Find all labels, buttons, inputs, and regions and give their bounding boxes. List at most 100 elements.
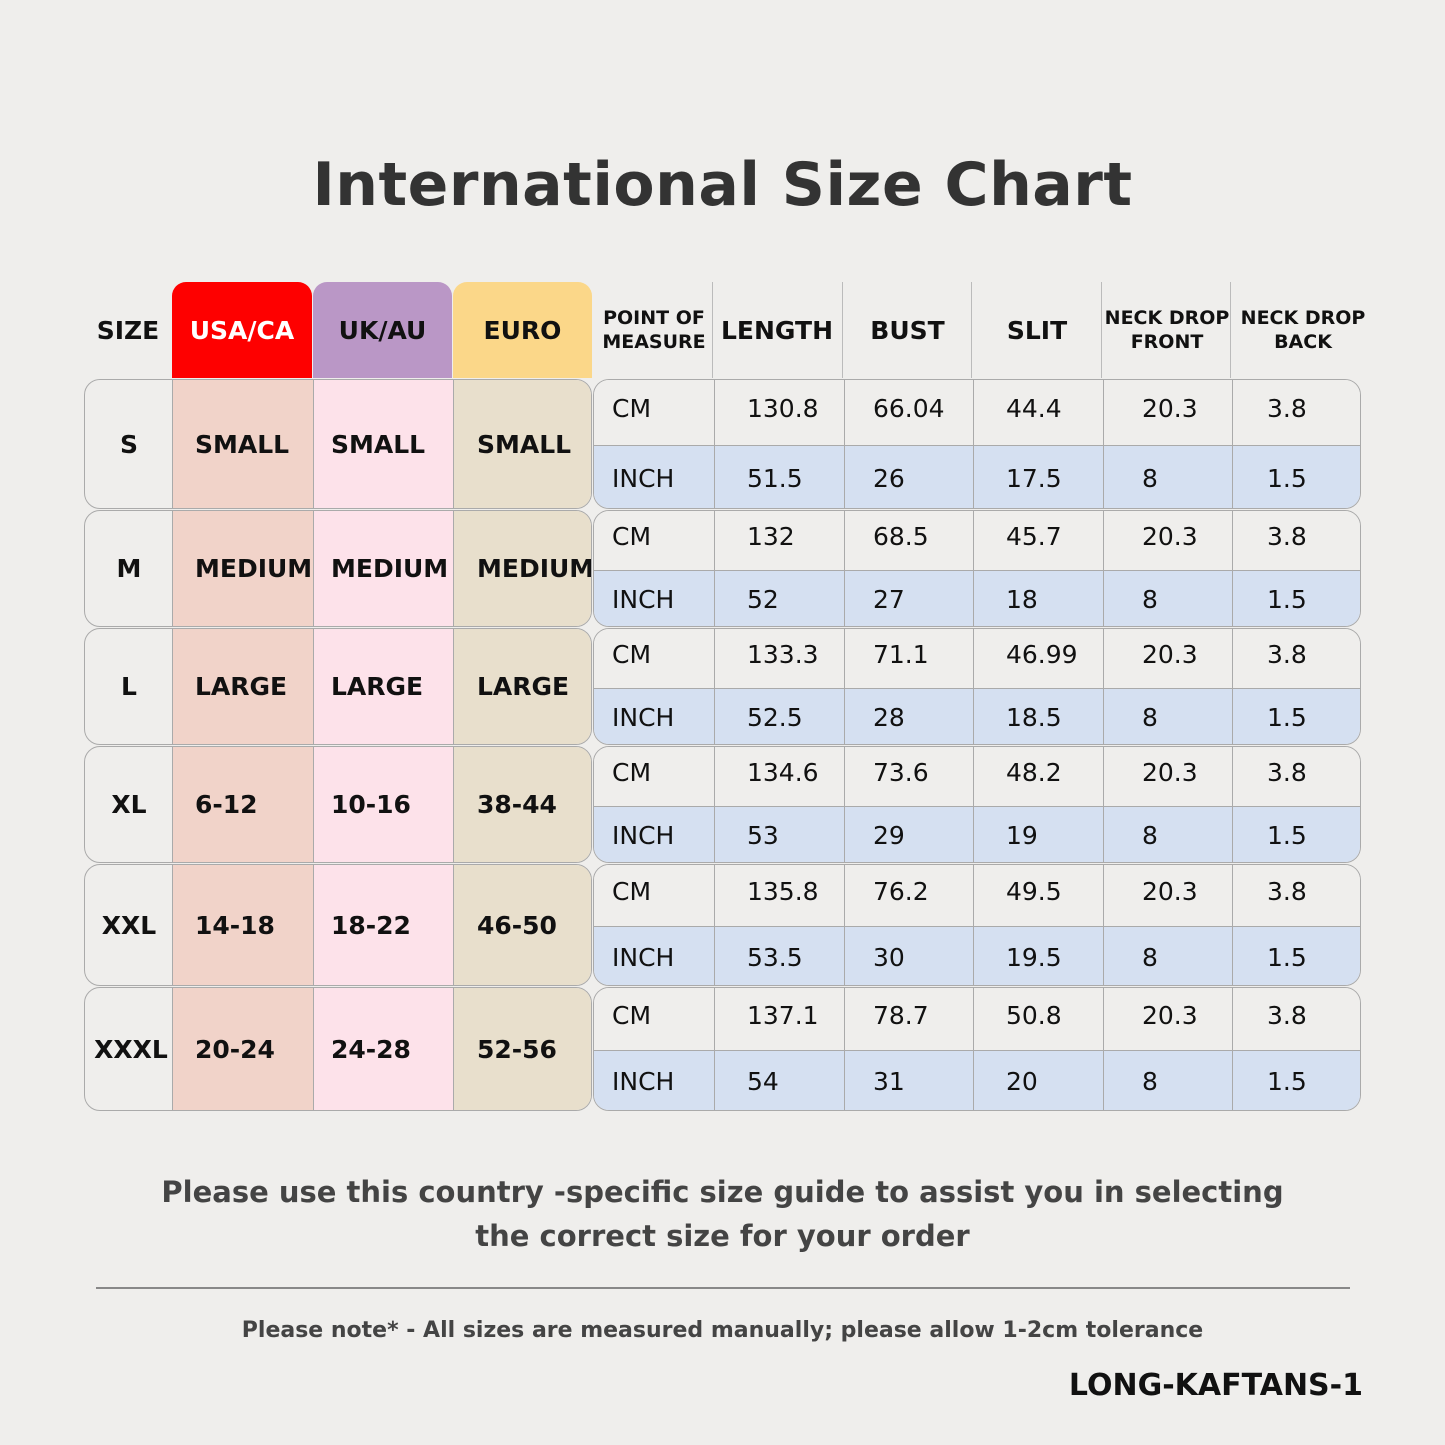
slit-value: 18.5 <box>973 689 1103 744</box>
usa-size: SMALL <box>172 380 313 508</box>
usa-size: MEDIUM <box>172 511 313 626</box>
bust-value: 26 <box>844 446 973 508</box>
unit-label: CM <box>612 1000 652 1030</box>
measure-row-m: CM 132 68.5 45.7 20.3 3.8 INCH 52 27 18 8 1.5 <box>593 510 1361 627</box>
header-neck-drop-back: NECK DROP BACK <box>1240 307 1366 353</box>
size-row-m: M MEDIUM MEDIUM MEDIUM <box>84 510 592 627</box>
neck-back-value: 3.8 <box>1232 629 1360 688</box>
slit-value: 50.8 <box>973 988 1103 1050</box>
cm-row: CM 134.6 73.6 48.2 20.3 3.8 <box>594 747 1360 806</box>
uk-size: 18-22 <box>313 865 453 985</box>
header-divider <box>971 282 972 378</box>
inch-row: INCH 53 29 19 8 1.5 <box>594 806 1360 862</box>
slit-value: 49.5 <box>973 865 1103 926</box>
slit-value: 20 <box>973 1051 1103 1110</box>
header-euro: EURO <box>453 282 592 378</box>
uk-size: 24-28 <box>313 988 453 1110</box>
neck-back-value: 1.5 <box>1232 927 1360 985</box>
header-bust: BUST <box>870 315 945 345</box>
measure-row-s: CM 130.8 66.04 44.4 20.3 3.8 INCH 51.5 26 17.5 8 1.… <box>593 379 1361 509</box>
header-divider <box>842 282 843 378</box>
neck-front-value: 8 <box>1103 689 1232 744</box>
usa-size: 14-18 <box>172 865 313 985</box>
header-length: LENGTH <box>721 315 833 345</box>
euro-size: SMALL <box>453 380 591 508</box>
cm-row: CM 130.8 66.04 44.4 20.3 3.8 <box>594 380 1360 445</box>
slit-value: 48.2 <box>973 747 1103 806</box>
length-value: 54 <box>714 1051 844 1110</box>
unit-label: INCH <box>612 463 675 493</box>
length-value: 133.3 <box>714 629 844 688</box>
header-uk: UK/AU <box>313 282 452 378</box>
neck-front-value: 20.3 <box>1103 380 1232 445</box>
cm-row: CM 132 68.5 45.7 20.3 3.8 <box>594 511 1360 570</box>
size-row-xxxl: XXXL 20-24 24-28 52-56 <box>84 987 592 1111</box>
bust-value: 73.6 <box>844 747 973 806</box>
guide-text: Please use this country -specific size g… <box>0 1170 1445 1258</box>
neck-front-value: 8 <box>1103 927 1232 985</box>
neck-front-value: 20.3 <box>1103 629 1232 688</box>
size-label: XXL <box>101 910 157 940</box>
neck-back-value: 1.5 <box>1232 446 1360 508</box>
neck-back-value: 1.5 <box>1232 807 1360 862</box>
tolerance-note: Please note* - All sizes are measured ma… <box>241 1318 1204 1343</box>
uk-size: SMALL <box>313 380 453 508</box>
length-value: 53 <box>714 807 844 862</box>
length-value: 135.8 <box>714 865 844 926</box>
length-value: 130.8 <box>714 380 844 445</box>
unit-label: INCH <box>612 1067 675 1096</box>
size-row-xxl: XXL 14-18 18-22 46-50 <box>84 864 592 986</box>
inch-row: INCH 54 31 20 8 1.5 <box>594 1050 1360 1110</box>
measure-row-xxl: CM 135.8 76.2 49.5 20.3 3.8 INCH 53.5 30 19.5 8 1.5 <box>593 864 1361 986</box>
unit-label: CM <box>612 522 652 551</box>
cm-row: CM 133.3 71.1 46.99 20.3 3.8 <box>594 629 1360 688</box>
unit-label: CM <box>612 877 652 906</box>
slit-value: 19.5 <box>973 927 1103 985</box>
inch-row: INCH 52.5 28 18.5 8 1.5 <box>594 688 1360 744</box>
size-label: XL <box>111 790 147 819</box>
uk-size: LARGE <box>313 629 453 744</box>
neck-front-value: 20.3 <box>1103 865 1232 926</box>
length-value: 53.5 <box>714 927 844 985</box>
euro-size: 38-44 <box>453 747 591 862</box>
euro-size: MEDIUM <box>453 511 591 626</box>
unit-label: CM <box>612 758 652 787</box>
size-label: XXXL <box>94 1034 168 1064</box>
header-divider <box>1230 282 1231 378</box>
bust-value: 27 <box>844 571 973 626</box>
neck-front-value: 8 <box>1103 571 1232 626</box>
measure-row-l: CM 133.3 71.1 46.99 20.3 3.8 INCH 52.5 28 18.5 8 1.… <box>593 628 1361 745</box>
euro-size: 52-56 <box>453 988 591 1110</box>
neck-front-value: 20.3 <box>1103 747 1232 806</box>
slit-value: 19 <box>973 807 1103 862</box>
measure-row-xl: CM 134.6 73.6 48.2 20.3 3.8 INCH 53 29 19 8 1.5 <box>593 746 1361 863</box>
size-label: M <box>116 554 142 583</box>
slit-value: 45.7 <box>973 511 1103 570</box>
header-divider <box>712 282 713 378</box>
unit-label: INCH <box>612 821 675 850</box>
slit-value: 18 <box>973 571 1103 626</box>
neck-back-value: 1.5 <box>1232 571 1360 626</box>
size-row-l: L LARGE LARGE LARGE <box>84 628 592 745</box>
unit-label: CM <box>612 640 652 669</box>
bust-value: 29 <box>844 807 973 862</box>
guide-line-2: the correct size for your order <box>475 1219 970 1253</box>
length-value: 132 <box>714 511 844 570</box>
neck-front-value: 8 <box>1103 446 1232 508</box>
inch-row: INCH 53.5 30 19.5 8 1.5 <box>594 926 1360 985</box>
neck-front-value: 20.3 <box>1103 511 1232 570</box>
unit-label: INCH <box>612 703 675 732</box>
neck-back-value: 3.8 <box>1232 865 1360 926</box>
bust-value: 31 <box>844 1051 973 1110</box>
bust-value: 30 <box>844 927 973 985</box>
header-point-of-measure: POINT OF MEASURE <box>602 307 706 353</box>
slit-value: 46.99 <box>973 629 1103 688</box>
header-usa: USA/CA <box>172 282 312 378</box>
bust-value: 68.5 <box>844 511 973 570</box>
bust-value: 66.04 <box>844 380 973 445</box>
usa-size: LARGE <box>172 629 313 744</box>
divider <box>96 1287 1350 1289</box>
guide-line-1: Please use this country -specific size g… <box>161 1175 1284 1209</box>
uk-size: 10-16 <box>313 747 453 862</box>
neck-back-value: 3.8 <box>1232 988 1360 1050</box>
